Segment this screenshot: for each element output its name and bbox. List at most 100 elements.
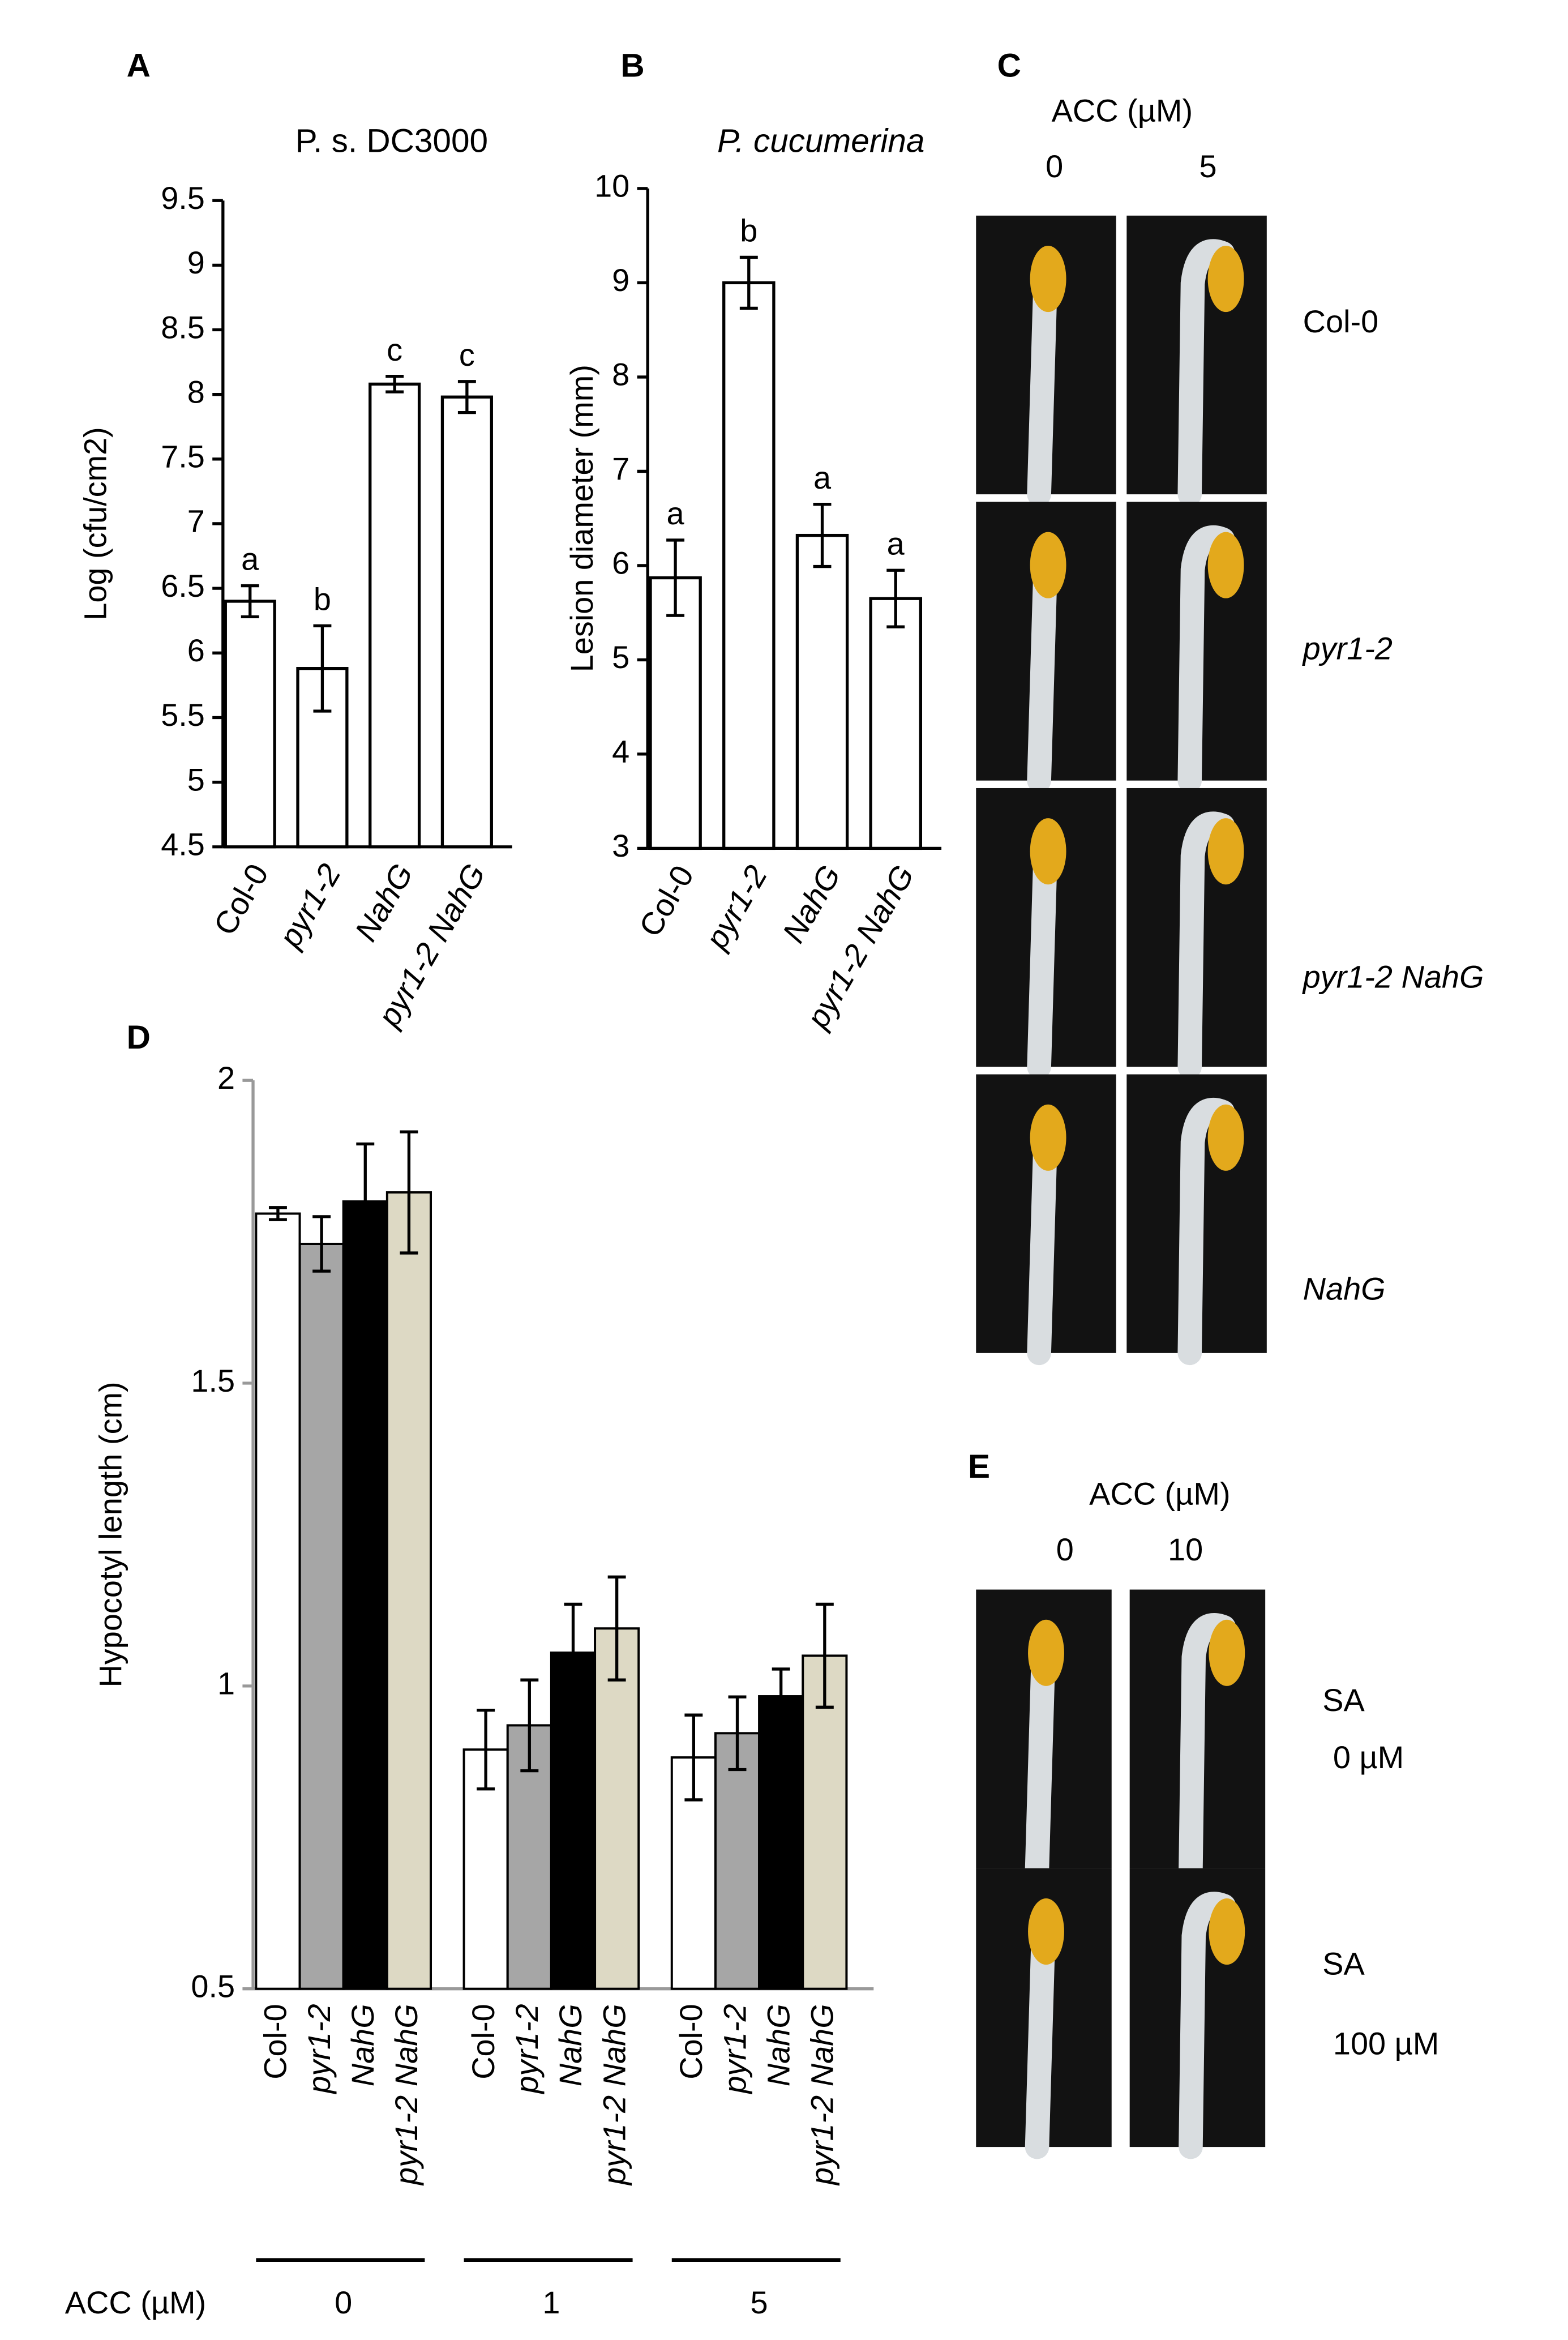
photo-row-label: SA [1322, 1682, 1365, 1718]
y-tick-label: 7 [612, 451, 629, 486]
photo-header: ACC (µM) [1052, 93, 1193, 129]
photo-column-label: 5 [1199, 148, 1217, 184]
seedling-cotyledon [1207, 532, 1244, 598]
error-bar [564, 1602, 582, 1703]
legend-label: Col-0 [465, 2004, 501, 2079]
bar [802, 1654, 848, 1990]
value-label: c [459, 337, 475, 373]
x-tick-label: NahG [775, 859, 847, 949]
bar [550, 1652, 597, 1990]
legend-label: pyr1-2 NahG [804, 2004, 840, 2186]
y-tick-label: 10 [594, 168, 629, 204]
bar [722, 281, 776, 850]
y-tick-label: 4.5 [161, 827, 205, 862]
error-bar [400, 1130, 418, 1255]
x-tick-label: pyr1-2 [698, 859, 774, 956]
value-label: a [241, 541, 259, 577]
error-bar [772, 1667, 790, 1725]
error-bar [312, 1215, 331, 1273]
panel-label: E [968, 1448, 990, 1485]
seedling-cotyledon [1030, 246, 1066, 313]
error-bar [813, 503, 832, 568]
y-axis-label: Lesion diameter (mm) [564, 365, 599, 672]
y-axis-label: Log (cfu/cm2) [78, 427, 113, 620]
bar [758, 1695, 804, 1990]
error-bar [457, 380, 476, 414]
y-tick-label: 0.5 [191, 1968, 235, 2004]
photo-row-label: 100 µM [1333, 2026, 1439, 2061]
photo-row-label: Col-0 [1303, 303, 1378, 339]
legend-label: Col-0 [258, 2004, 293, 2079]
bar [224, 600, 276, 849]
photo-column-label: 10 [1168, 1532, 1203, 1567]
bar [440, 395, 493, 849]
x-tick-label: 1 [542, 2285, 560, 2320]
error-bar [520, 1678, 539, 1773]
value-label: c [387, 332, 402, 367]
bar [385, 1191, 432, 1990]
y-tick-label: 5.5 [161, 697, 205, 733]
x-tick-label: 0 [335, 2285, 352, 2320]
seedling-cotyledon [1030, 818, 1066, 885]
legend-label: pyr1-2 [509, 2004, 545, 2094]
error-bar [268, 1206, 287, 1221]
legend-label: NahG [552, 2004, 588, 2086]
seedling-cotyledon [1207, 1104, 1244, 1171]
seedling-stem [1025, 1653, 1055, 1881]
error-bar [477, 1708, 495, 1791]
seedling-cotyledon [1028, 1619, 1064, 1686]
value-label: b [314, 581, 331, 617]
seedling-cotyledon [1030, 1104, 1066, 1171]
bar [649, 576, 702, 850]
seedling-stem [1027, 565, 1057, 793]
x-tick-label: Col-0 [632, 859, 700, 943]
panel-label: A [127, 48, 151, 84]
y-tick-label: 5 [612, 639, 629, 675]
panel-label: B [620, 48, 644, 84]
chart-title: P. s. DC3000 [295, 123, 488, 160]
y-tick-label: 9.5 [161, 180, 205, 216]
value-label: b [740, 213, 757, 249]
legend-label: pyr1-2 [717, 2004, 752, 2094]
seedling-stem [1025, 1931, 1055, 2159]
error-bar [385, 375, 404, 393]
error-bar [684, 1713, 703, 1802]
legend-label: Col-0 [673, 2004, 709, 2079]
x-tick-label: Col-0 [207, 858, 275, 941]
bar [255, 1212, 301, 1990]
error-bar [728, 1695, 747, 1772]
error-bar [356, 1142, 375, 1261]
error-bar [815, 1602, 834, 1709]
seedling-cotyledon [1209, 1619, 1245, 1686]
y-tick-label: 9 [187, 245, 205, 280]
y-tick-label: 7 [187, 503, 205, 539]
y-tick-label: 3 [612, 828, 629, 863]
legend-label: NahG [760, 2004, 796, 2086]
panel-label: C [997, 48, 1021, 84]
y-tick-label: 1 [217, 1666, 235, 1701]
error-bar [607, 1575, 626, 1682]
y-tick-label: 5 [187, 762, 205, 797]
y-tick-label: 4 [612, 734, 629, 769]
photo-row-label: 0 µM [1333, 1739, 1404, 1775]
bar [369, 382, 421, 849]
y-tick-label: 8 [612, 357, 629, 392]
error-bar [666, 538, 685, 617]
y-axis-label: Hypocotyl length (cm) [92, 1381, 128, 1687]
photo-row-label: pyr1-2 NahG [1302, 959, 1484, 995]
error-bar [739, 255, 758, 310]
seedling-stem [1027, 1137, 1057, 1366]
error-bar [313, 624, 332, 713]
y-tick-label: 9 [612, 262, 629, 298]
error-bar [886, 568, 905, 628]
seedling-cotyledon [1209, 1898, 1245, 1965]
y-tick-label: 2 [217, 1060, 235, 1096]
y-tick-label: 8.5 [161, 309, 205, 345]
y-tick-label: 7.5 [161, 439, 205, 474]
legend-label: NahG [345, 2004, 380, 2086]
legend-label: pyr1-2 NahG [596, 2004, 632, 2186]
photo-row-label: pyr1-2 [1302, 631, 1393, 666]
y-tick-label: 8 [187, 374, 205, 409]
error-bar [241, 584, 259, 619]
